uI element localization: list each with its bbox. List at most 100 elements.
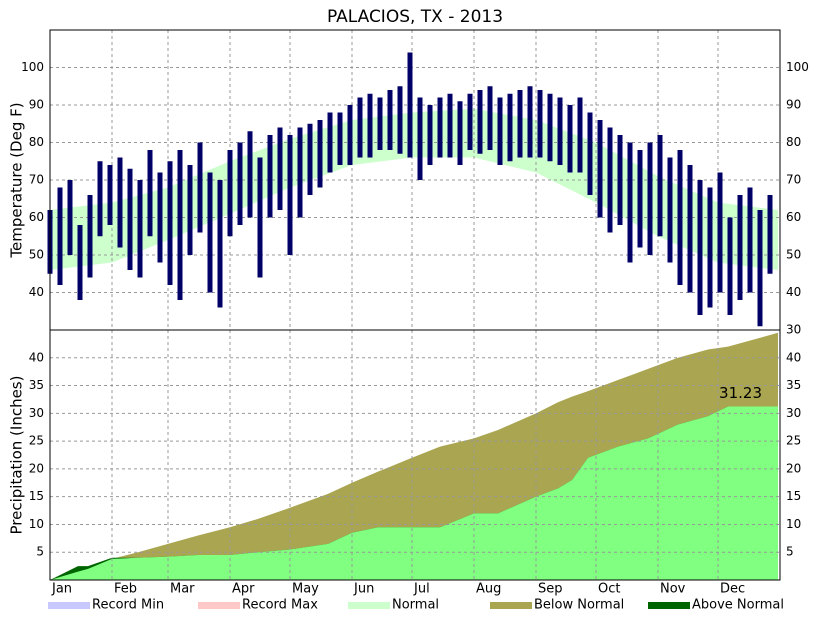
temperature-bar	[757, 210, 763, 327]
y-tick-label: 90	[29, 98, 44, 112]
temperature-bar	[517, 90, 523, 158]
legend-swatch	[48, 602, 90, 609]
temperature-bar	[587, 112, 593, 195]
temperature-bar	[647, 142, 653, 255]
panel-frame	[49, 329, 781, 581]
temperature-bar	[287, 135, 293, 255]
temperature-bar	[67, 180, 73, 255]
x-tick-label: Oct	[598, 582, 620, 597]
y-tick-label: 25	[786, 434, 801, 448]
y-tick-label: 100	[786, 60, 809, 74]
temperature-bar	[537, 90, 543, 158]
x-tick-label: Jan	[51, 582, 72, 597]
y-tick-label: 60	[786, 210, 801, 224]
temperature-bar	[327, 112, 333, 173]
temperature-bar	[717, 172, 723, 293]
x-tick-label: Feb	[114, 582, 137, 597]
temperature-bar	[87, 195, 93, 278]
temperature-bar	[567, 105, 573, 173]
temperature-bar	[217, 180, 223, 308]
y-tick-label: 40	[786, 285, 801, 299]
annotation: 31.23	[719, 384, 762, 402]
x-tick-label: Sep	[538, 582, 563, 597]
legend-swatch	[490, 602, 532, 609]
temperature-bar	[477, 90, 483, 154]
temperature-bar	[497, 97, 503, 165]
temperature-bar	[397, 86, 403, 154]
y-tick-label: 20	[29, 461, 44, 475]
legend-label: Normal	[392, 598, 439, 613]
temperature-bar	[247, 131, 253, 218]
y-tick-label: 80	[29, 135, 44, 149]
y-tick-label: 50	[786, 248, 801, 262]
y-tick-label: 30	[786, 406, 801, 420]
temperature-bar	[437, 97, 443, 158]
temperature-bar	[577, 97, 583, 173]
y-tick-label: 15	[29, 489, 44, 503]
temperature-bar	[337, 112, 343, 165]
x-tick-label: Jul	[413, 582, 430, 597]
y-tick-label: 10	[786, 517, 801, 531]
y-axis-label: Temperature (Deg F)	[8, 102, 26, 258]
y-tick-label: 100	[21, 60, 44, 74]
legend-swatch	[348, 602, 390, 609]
legend-label: Below Normal	[534, 598, 624, 613]
temperature-bar	[467, 93, 473, 150]
temperature-bar	[197, 142, 203, 233]
temperature-bar	[687, 165, 693, 293]
temperature-bar	[457, 101, 463, 165]
temperature-bar	[637, 150, 643, 248]
temperature-bar	[147, 150, 153, 237]
temperature-bar	[407, 52, 413, 158]
y-tick-label: 60	[29, 210, 44, 224]
temperature-bar	[387, 90, 393, 150]
y-tick-label: 40	[29, 350, 44, 364]
y-tick-label: 35	[29, 378, 44, 392]
temperature-bar	[447, 93, 453, 158]
temperature-bar	[697, 180, 703, 315]
temperature-bar	[727, 217, 733, 315]
temperature-bar	[357, 97, 363, 158]
y-axis-label: Precipitation (Inches)	[8, 376, 26, 535]
temperature-bar	[667, 157, 673, 263]
y-tick-label: 30	[786, 323, 801, 337]
temperature-bar	[507, 93, 513, 162]
x-tick-label: Jun	[353, 582, 374, 597]
y-tick-label: 25	[29, 434, 44, 448]
y-tick-label: 70	[29, 173, 44, 187]
y-tick-label: 40	[786, 350, 801, 364]
temperature-bar	[707, 187, 713, 308]
temperature-bar	[617, 135, 623, 225]
temperature-bar	[767, 195, 773, 274]
temperature-bar	[107, 165, 113, 225]
legend-swatch	[198, 602, 240, 609]
y-tick-label: 20	[786, 461, 801, 475]
temperature-bar	[747, 187, 753, 293]
y-tick-label: 80	[786, 135, 801, 149]
y-tick-label: 70	[786, 173, 801, 187]
temperature-bar	[527, 86, 533, 158]
temperature-bar	[657, 135, 663, 237]
temperature-bar	[347, 105, 353, 165]
y-tick-label: 40	[29, 285, 44, 299]
y-tick-label: 10	[29, 517, 44, 531]
temperature-bar	[427, 105, 433, 165]
temperature-bar	[157, 172, 163, 263]
temperature-bar	[377, 97, 383, 150]
x-tick-label: Dec	[720, 582, 745, 597]
temperature-bar	[627, 142, 633, 263]
temperature-bar	[57, 187, 63, 285]
legend-swatch	[648, 602, 690, 609]
x-tick-label: May	[292, 582, 319, 597]
temperature-bar	[737, 195, 743, 300]
temperature-bar	[277, 127, 283, 210]
temperature-bar	[177, 150, 183, 300]
temperature-bar	[307, 123, 313, 195]
x-tick-label: Nov	[660, 582, 686, 597]
temperature-bar	[77, 225, 83, 300]
legend-label: Above Normal	[692, 598, 784, 613]
y-tick-label: 5	[36, 545, 44, 559]
legend-label: Record Min	[92, 598, 164, 613]
temperature-bar	[677, 150, 683, 285]
